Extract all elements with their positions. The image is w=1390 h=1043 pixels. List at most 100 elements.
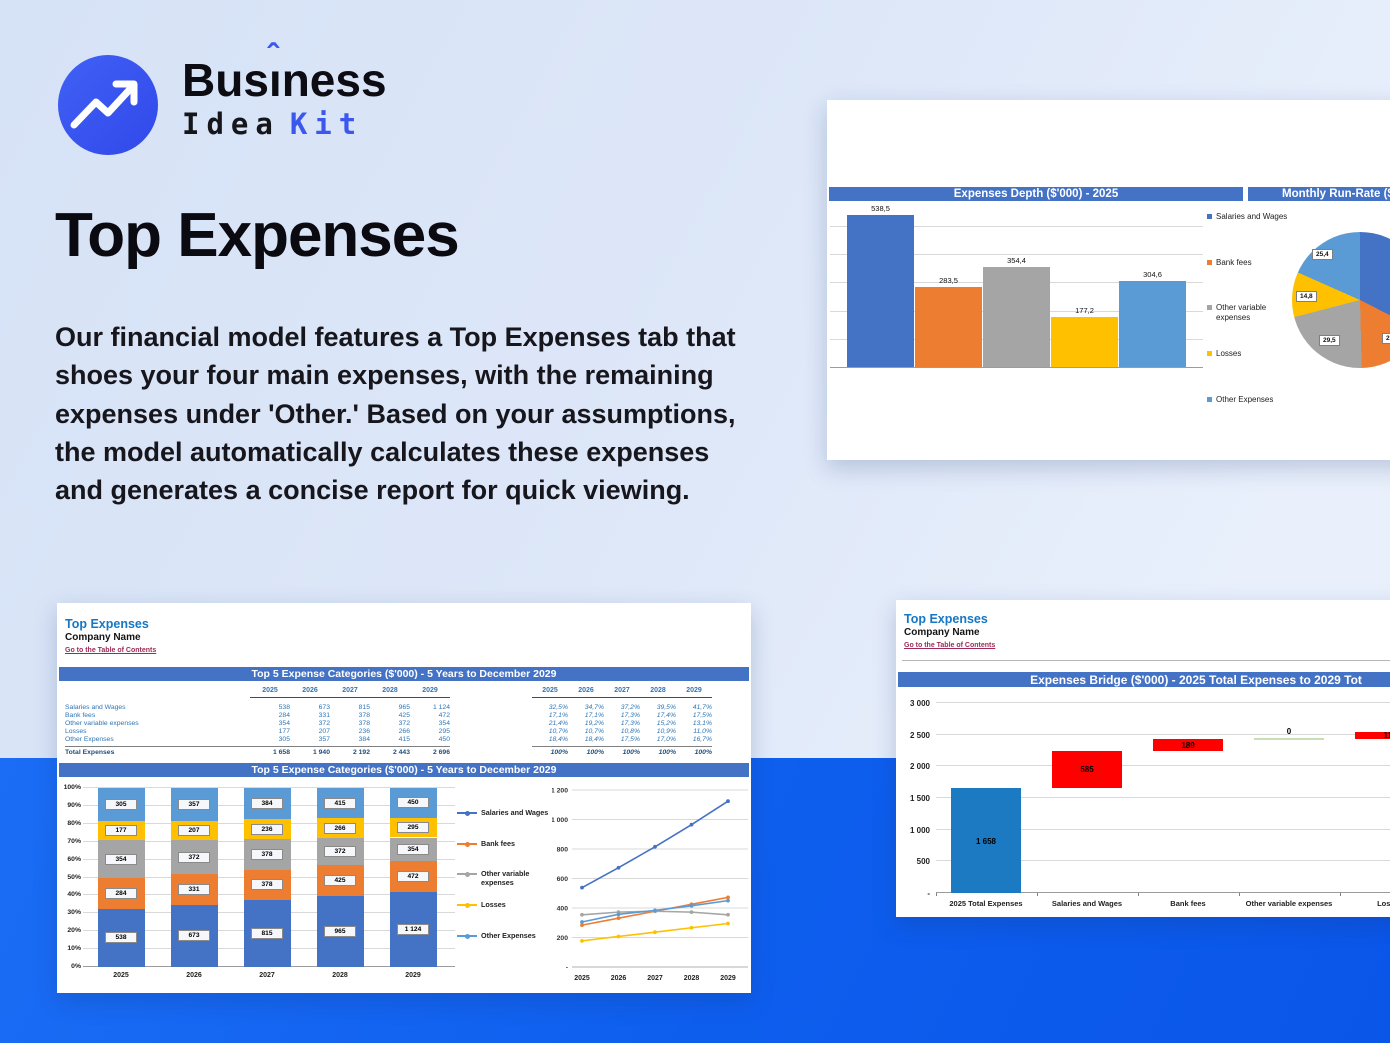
row-label: Other Expenses (65, 736, 114, 744)
year-header: 2027 (342, 687, 358, 694)
sheet-title: Top Expenses (904, 612, 988, 626)
brand-top-pre: Bus (182, 54, 269, 106)
pie-slice-label: 23,7 (1382, 333, 1390, 344)
segment-value-label: 378 (251, 848, 283, 860)
table-pct-cell: 10,7% (584, 728, 604, 736)
trend-arrow-icon (70, 80, 138, 129)
legend-item: Bank fees (457, 839, 557, 848)
legend-marker-icon (465, 902, 470, 908)
table-cell: 372 (318, 720, 330, 728)
sheet-company-name: Company Name (904, 627, 980, 638)
legend-label: Other variable expenses (481, 869, 530, 887)
segment-value-label: 378 (251, 879, 283, 891)
y-axis-label: 0% (71, 963, 81, 970)
brand-top-post: ness (281, 54, 387, 106)
table-cell: 207 (318, 728, 330, 736)
year-header: 2029 (422, 687, 438, 694)
year-header: 2028 (382, 687, 398, 694)
axis-tick (1238, 893, 1240, 896)
year-header: 2026 (578, 687, 594, 694)
y-axis-label: 40% (67, 891, 81, 899)
gridline (936, 733, 1390, 735)
segment-value-label: 425 (324, 875, 356, 887)
divider (902, 660, 1390, 661)
page-title: Top Expenses (55, 201, 460, 270)
bar-segment (1119, 281, 1186, 367)
table-cell: 378 (358, 712, 370, 720)
legend-item: Other Expenses (457, 931, 557, 940)
table-header-bar: Top 5 Expense Categories ($'000) - 5 Yea… (59, 667, 749, 681)
bar-chart-header: Expenses Depth ($'000) - 2025 (829, 187, 1243, 201)
legend-item: Other variable expenses (457, 869, 557, 887)
x-axis-label: 2029 (405, 972, 421, 979)
segment-value-label: 673 (178, 930, 210, 942)
table-pct-cell: 21,4% (548, 720, 568, 728)
bar-segment (847, 215, 914, 367)
total-cell: 2 696 (432, 748, 450, 756)
legend-line-icon (457, 871, 477, 877)
segment-value-label: 354 (105, 853, 137, 865)
table-cell: 378 (358, 720, 370, 728)
segment-value-label: 450 (397, 797, 429, 809)
gridline (936, 860, 1390, 862)
y-axis-label: 60% (67, 855, 81, 863)
sheet-company-name: Company Name (65, 632, 141, 643)
legend-line-icon (457, 933, 477, 939)
y-axis-label: 10% (67, 945, 81, 953)
row-label: Losses (65, 728, 87, 736)
legend-item: Losses (1207, 349, 1241, 359)
legend-label: Losses (481, 900, 506, 909)
segment-value-label: 1 124 (397, 924, 429, 936)
total-cell: 2 443 (392, 748, 410, 756)
svg-text:800: 800 (557, 846, 569, 853)
table-cell: 284 (278, 712, 290, 720)
bar-value-label: 177,2 (1075, 306, 1094, 316)
pie-slice-label: 14,8 (1296, 291, 1317, 302)
segment-value-label: 266 (324, 822, 356, 834)
svg-text:2028: 2028 (684, 975, 700, 982)
legend-item: Other variable expenses (1207, 303, 1292, 322)
table-pct-cell: 17,0% (656, 736, 676, 744)
table-cell: 965 (398, 704, 410, 711)
table-pct-cell: 34,7% (584, 704, 604, 711)
table-pct-cell: 17,4% (656, 712, 676, 720)
segment-value-label: 331 (178, 884, 210, 896)
table-cell: 425 (398, 712, 410, 720)
year-header: 2027 (614, 687, 630, 694)
bar-segment (915, 287, 982, 367)
table-pct-cell: 10,9% (656, 728, 676, 736)
segment-value-label: 384 (251, 798, 283, 810)
axis-tick (1036, 893, 1038, 896)
total-separator (532, 745, 712, 747)
table-of-contents-link[interactable]: Go to the Table of Contents (65, 647, 157, 654)
gridline (936, 765, 1390, 767)
segment-value-label: 372 (178, 851, 210, 863)
table-pct-cell: 18,4% (548, 736, 568, 744)
total-pct-cell: 100% (550, 748, 568, 756)
y-axis-label: 3 000 (909, 699, 930, 708)
legend-swatch (1207, 214, 1212, 219)
x-axis-label: 2025 (113, 972, 129, 979)
table-cell: 472 (438, 712, 450, 720)
segment-value-label: 357 (178, 798, 210, 810)
y-axis-label: 70% (67, 837, 81, 845)
table-pct-cell: 41,7% (692, 704, 712, 711)
table-pct-cell: 17,5% (692, 712, 712, 720)
year-header: 2025 (542, 687, 558, 694)
total-cell: 1 658 (272, 748, 290, 756)
table-cell: 354 (278, 720, 290, 728)
legend-label: Losses (1216, 349, 1242, 358)
x-axis-label: 2026 (186, 972, 202, 979)
legend-item: Salaries and Wages (1207, 212, 1287, 222)
table-pct-cell: 19,2% (584, 720, 604, 728)
table-of-contents-link[interactable]: Go to the Table of Contents (904, 642, 996, 649)
waterfall-value-label: 1 658 (975, 836, 997, 846)
legend-item: Losses (457, 900, 557, 909)
segment-value-label: 472 (397, 871, 429, 883)
total-row-label: Total Expenses (65, 748, 115, 756)
table-cell: 305 (278, 736, 290, 744)
header-underline (250, 697, 450, 698)
sheet-title: Top Expenses (65, 617, 149, 631)
table-pct-cell: 16,7% (692, 736, 712, 744)
y-axis-label: 2 000 (909, 762, 930, 772)
